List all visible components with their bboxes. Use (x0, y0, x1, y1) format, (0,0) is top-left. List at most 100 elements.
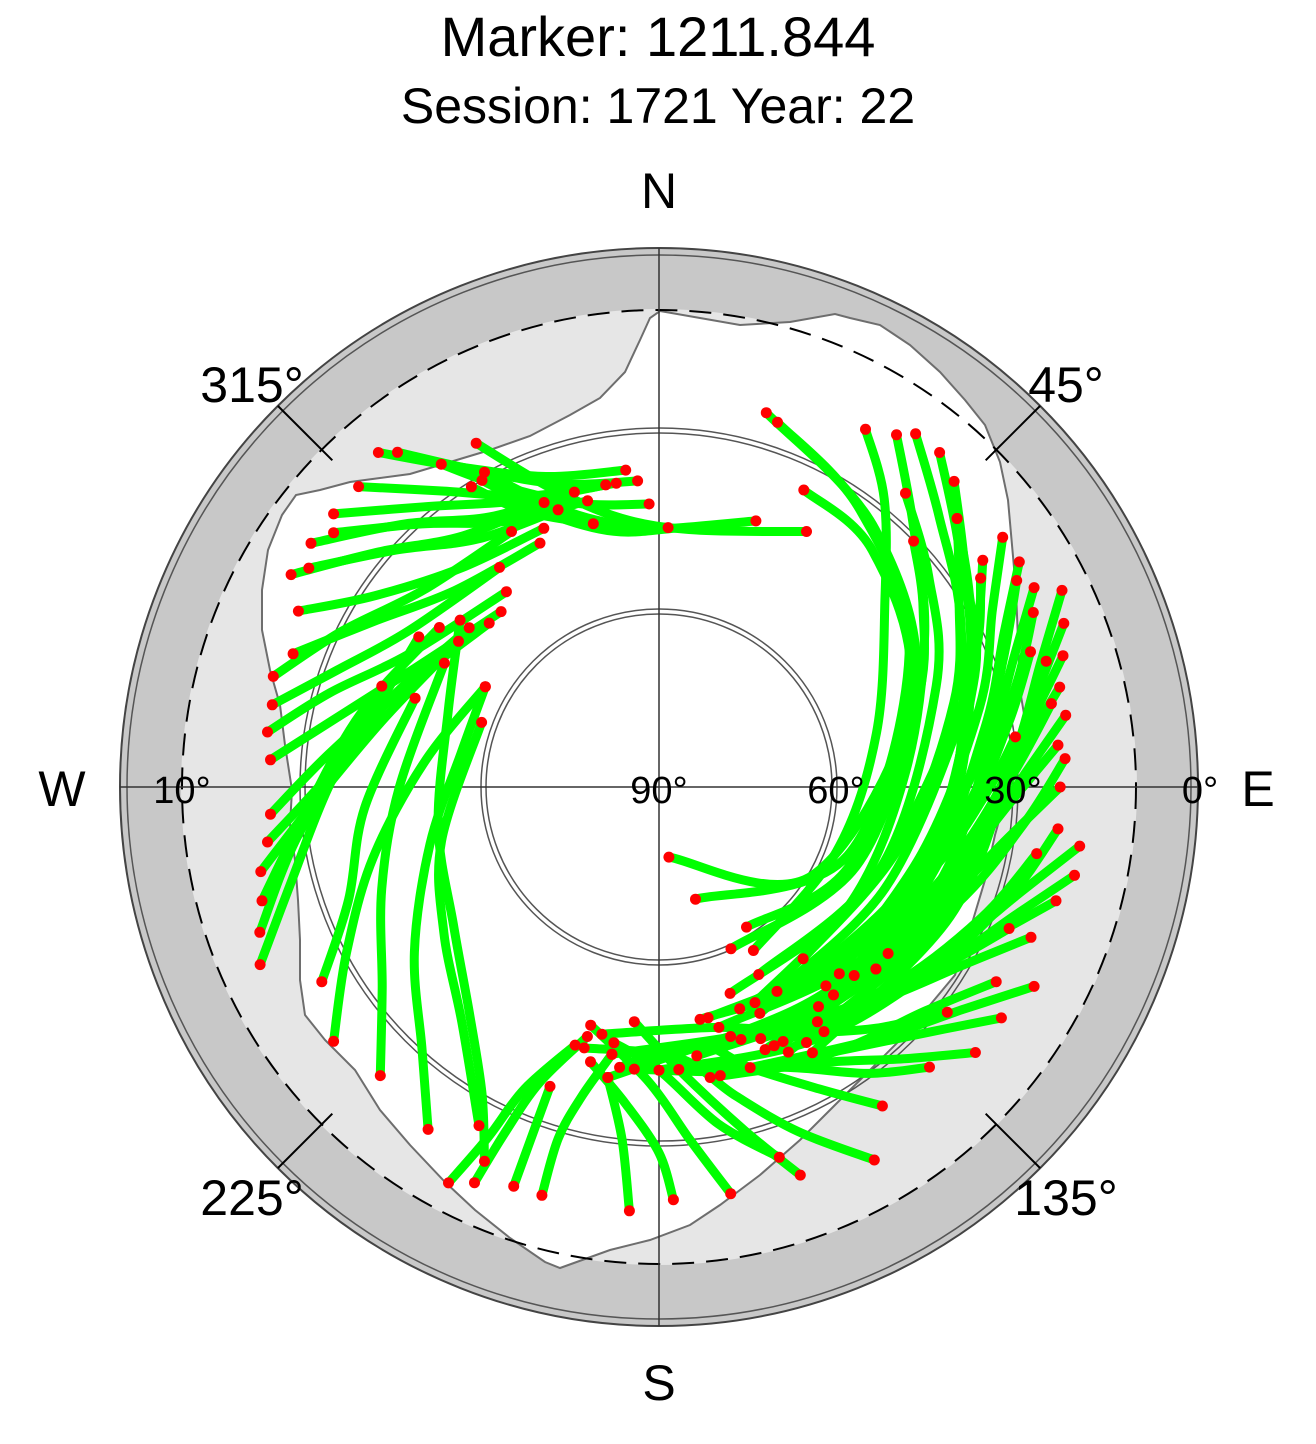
track-21-end-point (614, 1061, 626, 1073)
track-29-start-point (508, 1180, 520, 1192)
track-64-end-point (749, 997, 761, 1009)
track-71-end-point (811, 1016, 823, 1028)
elevation-label-30: 30° (984, 770, 1041, 812)
satellite-track-34 (434, 717, 487, 1131)
track-77-start-point (1052, 739, 1064, 751)
satellite-track-46 (267, 562, 504, 710)
track-55-end-point (610, 477, 622, 489)
track-47-start-point (267, 670, 279, 682)
track-47-end-point (506, 526, 517, 537)
track-54-start-point (328, 508, 340, 520)
track-65-start-point (910, 428, 922, 440)
track-13-end-point (725, 1031, 737, 1042)
track-39-start-point (254, 926, 266, 938)
azimuth-label-315: 315° (200, 357, 303, 413)
track-48-start-point (287, 648, 299, 660)
track-81-start-point (1050, 895, 1062, 907)
track-62-end-point (801, 526, 812, 537)
track-77-end-point (848, 970, 860, 981)
track-25-start-point (725, 1188, 737, 1200)
track-42-end-point (463, 622, 475, 634)
track-27-start-point (623, 1205, 635, 1217)
satellite-track-28 (537, 1049, 617, 1200)
track-34-end-point (476, 716, 488, 728)
satellite-track-62 (471, 438, 811, 536)
track-36-end-point (479, 681, 491, 693)
track-29-end-point (544, 1080, 556, 1092)
track-23-start-point (794, 1169, 806, 1181)
track-54-end-point (600, 479, 612, 491)
track-15-end-point (691, 1050, 703, 1062)
satellite-track-3 (742, 485, 916, 932)
elevation-label-0: 0° (1182, 770, 1218, 812)
track-23-end-point (628, 1016, 640, 1028)
track-63-start-point (860, 423, 871, 435)
track-81-end-point (777, 1036, 789, 1047)
chart-subtitle: Session: 1721 Year: 22 (400, 78, 916, 134)
satellite-track-70 (814, 557, 1024, 1012)
satellite-track-31 (444, 1040, 580, 1188)
track-67-end-point (833, 968, 845, 980)
track-5-start-point (908, 535, 920, 547)
track-50-start-point (285, 569, 297, 581)
track-28-end-point (606, 1048, 618, 1060)
track-37-end-point (409, 692, 421, 704)
track-82-end-point (755, 1033, 767, 1045)
track-31-end-point (569, 1039, 581, 1051)
track-19-start-point (990, 976, 1002, 988)
track-41-end-point (453, 635, 464, 647)
track-36-start-point (328, 1035, 340, 1047)
track-45-end-point (500, 586, 512, 598)
track-67-start-point (948, 475, 960, 487)
track-58-end-point (643, 498, 655, 510)
satellite-tracks (255, 408, 1085, 1216)
track-70-end-point (813, 1001, 824, 1013)
track-18-start-point (1003, 923, 1015, 934)
track-65-end-point (768, 1040, 780, 1052)
satellite-track-77 (849, 740, 1063, 980)
satellite-track-49 (293, 523, 549, 616)
track-5-end-point (725, 943, 737, 955)
azimuth-tick-45 (984, 405, 1041, 462)
track-33-start-point (422, 1123, 434, 1135)
track-39-end-point (413, 631, 425, 643)
track-86-start-point (924, 1061, 935, 1073)
track-17-start-point (1031, 848, 1043, 860)
track-25-end-point (585, 1019, 597, 1031)
track-74-end-point (759, 1044, 771, 1056)
track-84-start-point (995, 1012, 1007, 1024)
track-1-end-point (663, 851, 675, 863)
west-label: W (38, 761, 86, 817)
track-7-start-point (977, 554, 989, 566)
track-83-end-point (744, 1062, 756, 1074)
track-21-start-point (876, 1100, 888, 1112)
track-44-end-point (495, 606, 507, 618)
track-61-start-point (479, 466, 490, 478)
track-75-end-point (882, 948, 894, 959)
track-14-start-point (1009, 731, 1021, 743)
track-57-end-point (632, 475, 644, 487)
track-2-start-point (772, 416, 783, 428)
track-24-end-point (608, 1037, 620, 1049)
track-71-start-point (1028, 582, 1040, 594)
track-41-start-point (255, 866, 267, 878)
south-label: S (642, 1355, 675, 1411)
track-52-end-point (568, 486, 580, 498)
track-26-end-point (585, 1056, 596, 1068)
track-4-start-point (900, 487, 911, 499)
track-24-start-point (773, 1151, 785, 1163)
track-56-start-point (372, 447, 384, 458)
track-69-start-point (997, 531, 1009, 543)
track-69-end-point (820, 980, 832, 992)
track-51-end-point (552, 504, 564, 516)
track-38-start-point (254, 959, 266, 971)
azimuth-tick-225 (277, 1112, 334, 1169)
satellite-track-43 (266, 618, 494, 819)
satellite-track-35 (375, 658, 449, 1081)
track-53-end-point (582, 495, 594, 507)
track-15-start-point (1059, 753, 1071, 765)
track-27-end-point (602, 1072, 614, 1083)
track-62-start-point (470, 437, 482, 449)
track-38-end-point (376, 680, 388, 692)
